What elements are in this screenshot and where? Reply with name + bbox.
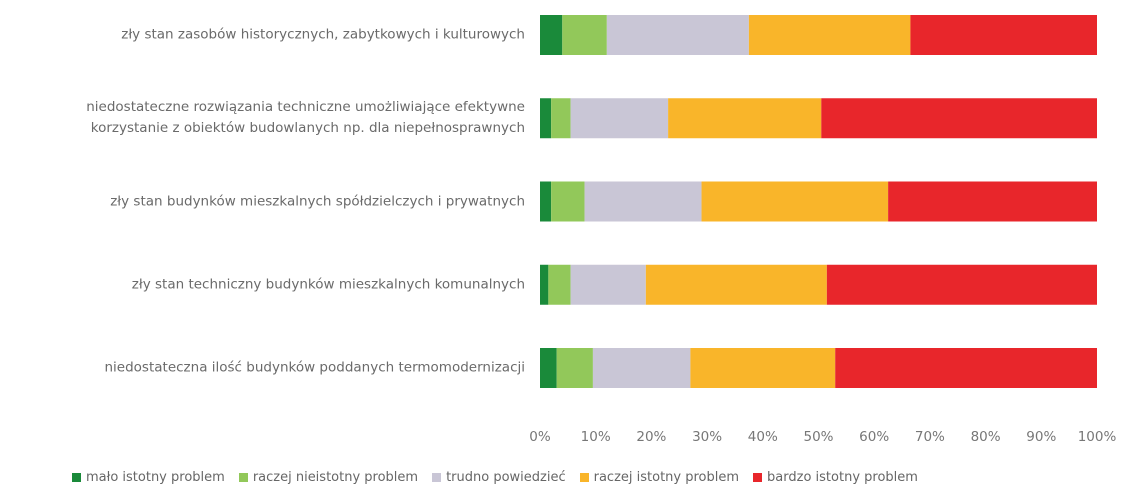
bar-segment [888, 181, 1097, 222]
category-label: zły stan techniczny budynków mieszkalnyc… [131, 276, 525, 293]
x-tick-label: 10% [580, 429, 611, 445]
x-tick-label: 0% [529, 429, 551, 445]
legend-label: bardzo istotny problem [767, 470, 918, 485]
legend-label: mało istotny problem [86, 470, 225, 485]
bar-segment [690, 348, 836, 388]
bar-segment [540, 98, 552, 139]
bar-segment [668, 98, 822, 139]
legend-item: mało istotny problem [72, 470, 225, 485]
category-label: zły stan budynków mieszkalnych spółdziel… [110, 193, 525, 209]
x-tick-label: 20% [636, 429, 667, 445]
bar-segment [584, 181, 702, 222]
bar-segment [570, 264, 646, 305]
bar-segment [540, 264, 549, 305]
legend-swatch [238, 473, 248, 482]
legend-label: raczej istotny problem [593, 470, 740, 485]
legend-item: bardzo istotny problem [753, 470, 918, 485]
legend: mało istotny problem raczej nieistotny pr… [72, 470, 918, 485]
bar-segment [540, 181, 552, 222]
bar-segment [748, 15, 911, 55]
legend-swatch [432, 473, 442, 482]
x-tick-label: 60% [859, 429, 890, 445]
bar-segment [540, 348, 557, 388]
x-tick-label: 80% [970, 429, 1001, 445]
bar-segment [826, 264, 1097, 305]
bar-segment [556, 348, 593, 388]
legend-label: trudno powiedzieć [446, 470, 566, 485]
bar-segment [551, 181, 585, 222]
legend-label: raczej nieistotny problem [252, 470, 419, 485]
x-tick-label: 50% [803, 429, 834, 445]
bar-segment [551, 98, 571, 139]
bar-segment [701, 181, 889, 222]
legend-swatch [753, 473, 763, 482]
legend-swatch [72, 473, 81, 482]
x-tick-label: 30% [692, 429, 723, 445]
category-label: niedostateczne rozwiązania techniczne um… [86, 99, 525, 137]
bar-segment [645, 264, 827, 305]
category-label: zły stan zasobów historycznych, zabytkow… [121, 26, 525, 43]
bar-segment [562, 15, 607, 55]
legend-item: raczej istotny problem [579, 470, 740, 485]
x-tick-label: 40% [747, 429, 778, 445]
legend-swatch [579, 473, 589, 482]
category-label: niedostateczna ilość budynków poddanych … [104, 359, 525, 376]
x-tick-label: 70% [914, 429, 945, 445]
bar-segment [821, 98, 1097, 139]
bar-segment [606, 15, 749, 55]
legend-item: trudno powiedzieć [432, 470, 566, 485]
bar-segment [540, 15, 563, 55]
bar-segment [835, 348, 1097, 388]
bar-segment [910, 15, 1097, 55]
bar-segment [548, 264, 571, 305]
bar-segment [592, 348, 691, 388]
x-tick-label: 100% [1077, 429, 1117, 445]
legend-item: raczej nieistotny problem [238, 470, 419, 485]
x-tick-label: 90% [1026, 429, 1057, 445]
bar-segment [570, 98, 669, 139]
